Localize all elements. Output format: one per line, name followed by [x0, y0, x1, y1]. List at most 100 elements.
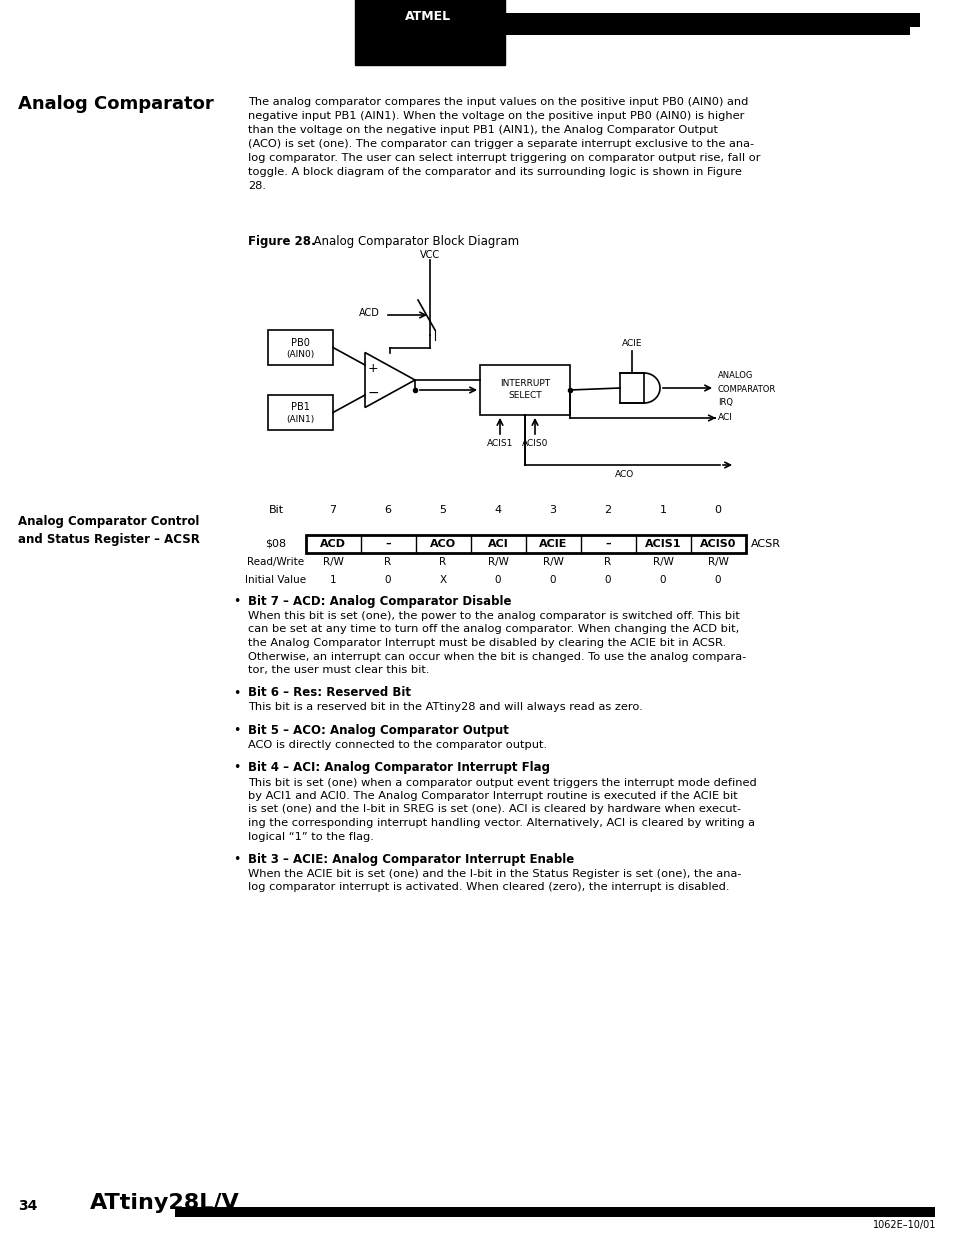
- Bar: [490, 14, 919, 27]
- Text: When the ACIE bit is set (one) and the I-bit in the Status Register is set (one): When the ACIE bit is set (one) and the I…: [248, 869, 740, 879]
- Text: ATMEL: ATMEL: [404, 11, 451, 23]
- Text: Initial Value: Initial Value: [245, 576, 306, 585]
- Text: R: R: [384, 557, 391, 567]
- Text: log comparator interrupt is activated. When cleared (zero), the interrupt is dis: log comparator interrupt is activated. W…: [248, 883, 729, 893]
- Text: Analog Comparator Control
and Status Register – ACSR: Analog Comparator Control and Status Reg…: [18, 515, 200, 546]
- Text: (AIN1): (AIN1): [286, 415, 314, 424]
- Text: 5: 5: [439, 505, 446, 515]
- Bar: [174, 1207, 934, 1216]
- Text: Bit 6 – Res: Reserved Bit: Bit 6 – Res: Reserved Bit: [248, 687, 411, 699]
- Text: 34: 34: [18, 1199, 37, 1213]
- Text: 1: 1: [659, 505, 666, 515]
- Text: R/W: R/W: [322, 557, 343, 567]
- Text: Otherwise, an interrupt can occur when the bit is changed. To use the analog com: Otherwise, an interrupt can occur when t…: [248, 652, 745, 662]
- Text: ACIS0: ACIS0: [521, 438, 548, 448]
- Text: negative input PB1 (AIN1). When the voltage on the positive input PB0 (AIN0) is : negative input PB1 (AIN1). When the volt…: [248, 111, 743, 121]
- Text: ACO: ACO: [615, 471, 634, 479]
- Text: than the voltage on the negative input PB1 (AIN1), the Analog Comparator Output: than the voltage on the negative input P…: [248, 125, 718, 135]
- Text: COMPARATOR: COMPARATOR: [718, 384, 776, 394]
- Text: VCC: VCC: [419, 249, 439, 261]
- Text: can be set at any time to turn off the analog comparator. When changing the ACD : can be set at any time to turn off the a…: [248, 625, 739, 635]
- Text: log comparator. The user can select interrupt triggering on comparator output ri: log comparator. The user can select inte…: [248, 153, 760, 163]
- Text: ACIS0: ACIS0: [700, 538, 736, 550]
- Text: (AIN0): (AIN0): [286, 350, 314, 359]
- Bar: [268, 395, 333, 430]
- Text: Bit 4 – ACI: Analog Comparator Interrupt Flag: Bit 4 – ACI: Analog Comparator Interrupt…: [248, 762, 550, 774]
- FancyBboxPatch shape: [490, 14, 909, 35]
- Text: 4: 4: [494, 505, 501, 515]
- Bar: [388, 4, 468, 30]
- Text: Bit 7 – ACD: Analog Comparator Disable: Bit 7 – ACD: Analog Comparator Disable: [248, 595, 511, 608]
- Text: X: X: [439, 576, 446, 585]
- Bar: [479, 366, 569, 415]
- Text: The analog comparator compares the input values on the positive input PB0 (AIN0): The analog comparator compares the input…: [248, 98, 747, 107]
- Text: This bit is a reserved bit in the ATtiny28 and will always read as zero.: This bit is a reserved bit in the ATtiny…: [248, 703, 642, 713]
- Text: toggle. A block diagram of the comparator and its surrounding logic is shown in : toggle. A block diagram of the comparato…: [248, 167, 741, 177]
- Text: IRQ: IRQ: [718, 398, 732, 408]
- Text: •: •: [233, 595, 240, 608]
- Text: Analog Comparator: Analog Comparator: [18, 95, 213, 112]
- Text: Figure 28.: Figure 28.: [248, 235, 315, 248]
- Text: R/W: R/W: [542, 557, 563, 567]
- Text: 0: 0: [604, 576, 611, 585]
- Text: ANALOG: ANALOG: [718, 370, 753, 380]
- Text: 0: 0: [714, 576, 720, 585]
- Text: 1062E–10/01: 1062E–10/01: [872, 1220, 935, 1230]
- Text: R/W: R/W: [487, 557, 508, 567]
- Text: 0: 0: [659, 576, 665, 585]
- Text: ACIS1: ACIS1: [644, 538, 680, 550]
- Text: −: −: [367, 387, 378, 400]
- Text: 1: 1: [330, 576, 336, 585]
- Polygon shape: [365, 352, 415, 408]
- Text: ACIE: ACIE: [538, 538, 567, 550]
- Text: 0: 0: [549, 576, 556, 585]
- Text: ACIS1: ACIS1: [486, 438, 513, 448]
- Text: ing the corresponding interrupt handling vector. Alternatively, ACI is cleared b: ing the corresponding interrupt handling…: [248, 818, 754, 827]
- Bar: [619, 373, 643, 403]
- Bar: [306, 535, 745, 553]
- Text: PB1: PB1: [291, 403, 310, 412]
- Text: 6: 6: [384, 505, 391, 515]
- Text: R/W: R/W: [652, 557, 673, 567]
- Text: ATMEL: ATMEL: [394, 7, 465, 26]
- Text: •: •: [233, 724, 240, 737]
- Text: logical “1” to the flag.: logical “1” to the flag.: [248, 831, 374, 841]
- Text: Bit: Bit: [268, 505, 283, 515]
- Text: Read/Write: Read/Write: [247, 557, 304, 567]
- Text: 28.: 28.: [248, 182, 266, 191]
- Text: Bit 5 – ACO: Analog Comparator Output: Bit 5 – ACO: Analog Comparator Output: [248, 724, 508, 737]
- Text: by ACI1 and ACI0. The Analog Comparator Interrupt routine is executed if the ACI: by ACI1 and ACI0. The Analog Comparator …: [248, 790, 737, 802]
- Bar: [268, 330, 333, 366]
- Text: •: •: [233, 687, 240, 699]
- Text: –: –: [385, 538, 391, 550]
- Text: ATtiny28L/V: ATtiny28L/V: [90, 1193, 239, 1213]
- Text: •: •: [233, 762, 240, 774]
- Text: 3: 3: [549, 505, 556, 515]
- Text: +: +: [367, 362, 378, 374]
- Text: –: –: [604, 538, 610, 550]
- Text: 2: 2: [604, 505, 611, 515]
- Text: tor, the user must clear this bit.: tor, the user must clear this bit.: [248, 664, 429, 676]
- Text: ACO: ACO: [430, 538, 456, 550]
- Text: INTERRUPT: INTERRUPT: [499, 378, 550, 388]
- Text: R: R: [604, 557, 611, 567]
- Text: ACD: ACD: [319, 538, 346, 550]
- Text: the Analog Comparator Interrupt must be disabled by clearing the ACIE bit in ACS: the Analog Comparator Interrupt must be …: [248, 638, 725, 648]
- Text: 0: 0: [714, 505, 720, 515]
- Text: 0: 0: [384, 576, 391, 585]
- Text: SELECT: SELECT: [508, 391, 541, 400]
- Text: •: •: [233, 853, 240, 866]
- Text: When this bit is set (one), the power to the analog comparator is switched off. : When this bit is set (one), the power to…: [248, 611, 740, 621]
- Text: 7: 7: [329, 505, 336, 515]
- Text: (ACO) is set (one). The comparator can trigger a separate interrupt exclusive to: (ACO) is set (one). The comparator can t…: [248, 140, 753, 149]
- Text: This bit is set (one) when a comparator output event triggers the interrupt mode: This bit is set (one) when a comparator …: [248, 778, 756, 788]
- Text: $08: $08: [265, 538, 286, 550]
- Text: Analog Comparator Block Diagram: Analog Comparator Block Diagram: [306, 235, 518, 248]
- Text: PB0: PB0: [291, 337, 310, 347]
- Text: 0: 0: [495, 576, 500, 585]
- Text: ACD: ACD: [358, 308, 379, 317]
- Text: Bit 3 – ACIE: Analog Comparator Interrupt Enable: Bit 3 – ACIE: Analog Comparator Interrup…: [248, 853, 574, 866]
- Text: ACO is directly connected to the comparator output.: ACO is directly connected to the compara…: [248, 740, 547, 750]
- Text: R: R: [439, 557, 446, 567]
- Text: ACI: ACI: [487, 538, 508, 550]
